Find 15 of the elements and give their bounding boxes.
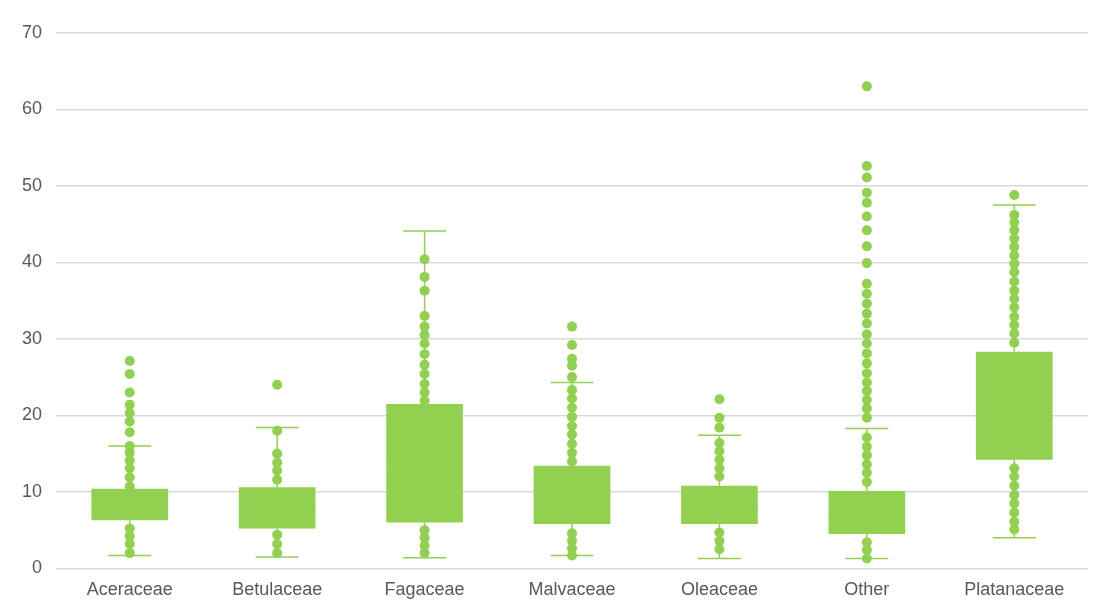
x-tick-label: Betulaceae	[232, 579, 323, 600]
y-tick-label: 40	[21, 251, 43, 272]
x-tick-label: Oleaceae	[680, 579, 758, 600]
y-tick-label: 70	[21, 21, 43, 42]
y-tick-label: 30	[21, 327, 43, 348]
x-tick-label: Aceraceae	[86, 579, 173, 600]
y-tick-label: 10	[21, 480, 43, 501]
y-tick-label: 50	[21, 174, 43, 195]
y-tick-label: 20	[21, 404, 43, 425]
y-tick-label: 0	[32, 557, 43, 578]
x-tick-label: Platanaceae	[964, 579, 1065, 600]
x-tick-label: Other	[844, 579, 890, 600]
x-tick-label: Malvaceae	[528, 579, 616, 600]
x-tick-label: Fagaceae	[384, 579, 465, 600]
y-tick-label: 60	[21, 98, 43, 119]
